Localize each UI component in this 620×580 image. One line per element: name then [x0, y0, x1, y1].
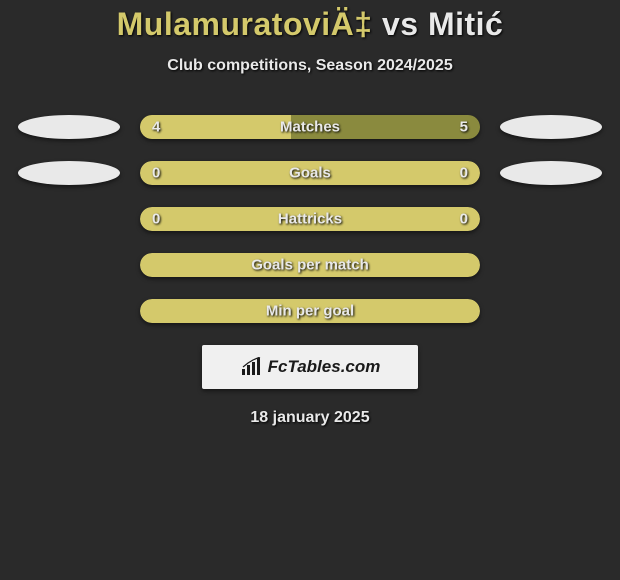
- bar-value-left: 0: [152, 165, 160, 182]
- bar-value-left: 0: [152, 211, 160, 228]
- subtitle: Club competitions, Season 2024/2025: [0, 57, 620, 75]
- bar-value-left: 4: [152, 119, 160, 136]
- left-spacer: [18, 207, 120, 231]
- left-spacer: [18, 253, 120, 277]
- brand-badge: FcTables.com: [202, 345, 418, 389]
- bar-label: Hattricks: [278, 211, 342, 228]
- date-text: 18 january 2025: [0, 409, 620, 427]
- bar-value-right: 5: [460, 119, 468, 136]
- player1-name: MulamuratoviÄ‡: [117, 6, 373, 42]
- bar-label: Goals per match: [251, 257, 369, 274]
- stat-row: 0 0 Goals: [0, 161, 620, 185]
- bar-fill-left: [140, 115, 291, 139]
- stat-rows: 4 5 Matches 0 0 Goals 0 0 Hattricks Goals per mat…: [0, 115, 620, 323]
- right-spacer: [500, 207, 602, 231]
- right-ellipse: [500, 115, 602, 139]
- right-spacer: [500, 253, 602, 277]
- stat-bar: 4 5 Matches: [140, 115, 480, 139]
- bar-value-right: 0: [460, 211, 468, 228]
- bar-label: Min per goal: [266, 303, 354, 320]
- stat-row: 0 0 Hattricks: [0, 207, 620, 231]
- right-ellipse: [500, 161, 602, 185]
- bar-label: Matches: [280, 119, 340, 136]
- stat-bar: Goals per match: [140, 253, 480, 277]
- brand-text: FcTables.com: [268, 357, 381, 377]
- stat-row: Goals per match: [0, 253, 620, 277]
- right-spacer: [500, 299, 602, 323]
- vs-text: vs: [382, 6, 419, 42]
- left-ellipse: [18, 115, 120, 139]
- stat-bar: Min per goal: [140, 299, 480, 323]
- stat-row: Min per goal: [0, 299, 620, 323]
- left-spacer: [18, 299, 120, 323]
- stat-bar: 0 0 Goals: [140, 161, 480, 185]
- stat-row: 4 5 Matches: [0, 115, 620, 139]
- chart-icon: [240, 357, 264, 377]
- title: MulamuratoviÄ‡ vs Mitić: [0, 6, 620, 43]
- stat-bar: 0 0 Hattricks: [140, 207, 480, 231]
- bar-value-right: 0: [460, 165, 468, 182]
- left-ellipse: [18, 161, 120, 185]
- player2-name: Mitić: [428, 6, 503, 42]
- infographic-container: MulamuratoviÄ‡ vs Mitić Club competition…: [0, 0, 620, 427]
- bar-label: Goals: [289, 165, 331, 182]
